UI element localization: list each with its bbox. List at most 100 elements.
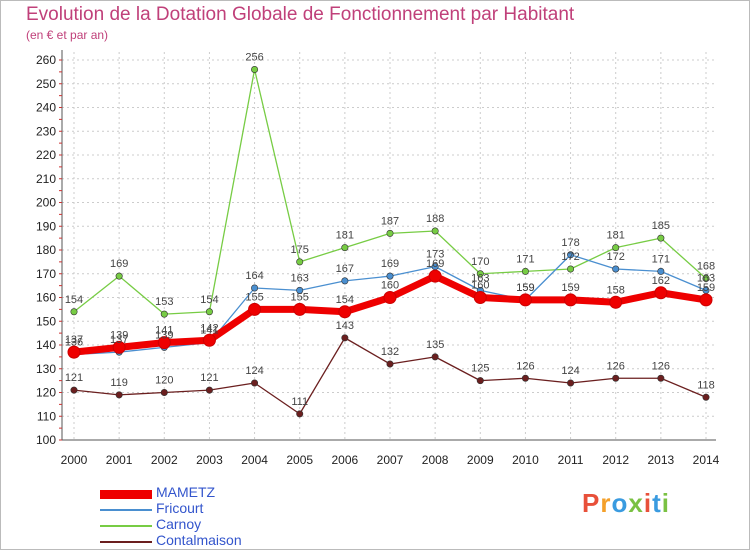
data-label-contalmaison: 121 — [65, 372, 83, 384]
legend-swatch — [100, 541, 152, 543]
y-tick-label: 260 — [36, 53, 56, 67]
legend-label: Contalmaison — [156, 532, 242, 548]
chart-title: Evolution de la Dotation Globale de Fonc… — [26, 4, 575, 25]
data-label-fricourt: 163 — [291, 272, 309, 284]
data-point-contalmaison — [251, 379, 259, 387]
data-label-carnoy: 181 — [607, 230, 625, 242]
x-tick-label: 2007 — [377, 453, 404, 467]
data-label-contalmaison: 111 — [291, 396, 308, 408]
data-point-mametz — [518, 293, 532, 307]
data-label-carnoy: 181 — [336, 230, 354, 242]
logo-letter: x — [628, 488, 644, 518]
data-label-fricourt: 164 — [245, 270, 263, 282]
data-label-contalmaison: 126 — [652, 360, 670, 372]
y-tick-label: 130 — [36, 362, 56, 376]
y-tick-label: 220 — [36, 148, 56, 162]
data-label-mametz: 158 — [607, 284, 625, 296]
data-label-mametz: 137 — [65, 334, 83, 346]
data-point-fricourt — [251, 284, 259, 292]
data-label-carnoy: 172 — [561, 251, 579, 263]
data-label-contalmaison: 143 — [336, 320, 354, 332]
y-tick-label: 170 — [36, 267, 56, 281]
data-point-fricourt — [296, 286, 304, 294]
legend-label: Carnoy — [156, 516, 202, 532]
data-point-contalmaison — [341, 334, 349, 342]
data-label-mametz: 160 — [471, 280, 489, 292]
data-label-contalmaison: 132 — [381, 346, 399, 358]
data-point-carnoy — [115, 272, 123, 280]
data-point-carnoy — [612, 244, 620, 252]
data-label-mametz: 154 — [336, 294, 354, 306]
data-label-carnoy: 169 — [110, 258, 128, 270]
logo-letter: o — [611, 488, 629, 518]
data-point-contalmaison — [296, 410, 304, 418]
data-point-carnoy — [296, 258, 304, 266]
x-tick-label: 2006 — [332, 453, 359, 467]
data-label-fricourt: 159 — [516, 282, 534, 294]
data-point-mametz — [293, 302, 307, 316]
y-tick-label: 180 — [36, 243, 56, 257]
data-point-fricourt — [612, 265, 620, 273]
data-label-contalmaison: 119 — [110, 377, 128, 389]
data-point-carnoy — [431, 227, 439, 235]
data-label-contalmaison: 125 — [471, 363, 489, 375]
y-tick-label: 190 — [36, 219, 56, 233]
data-label-fricourt: 173 — [426, 249, 444, 261]
axes: 100 110 120 130 140 150 160 170 180 190 200 210 220 2… — [36, 50, 720, 467]
logo-letter: t — [652, 488, 662, 518]
logo-letter: i — [643, 488, 653, 518]
logo-letter: r — [600, 488, 612, 518]
data-point-mametz — [248, 302, 262, 316]
data-label-mametz: 159 — [561, 282, 579, 294]
x-tick-label: 2008 — [422, 453, 449, 467]
data-label-contalmaison: 121 — [200, 372, 218, 384]
y-tick-label: 140 — [36, 338, 56, 352]
data-label-fricourt: 137 — [110, 334, 128, 346]
data-label-fricourt: 169 — [381, 258, 399, 270]
data-point-carnoy — [205, 308, 213, 316]
data-label-mametz: 162 — [652, 275, 670, 287]
x-tick-label: 2000 — [61, 453, 88, 467]
data-point-fricourt — [657, 267, 665, 275]
legend-swatch — [100, 525, 152, 527]
data-point-contalmaison — [612, 374, 620, 382]
data-label-mametz: 141 — [155, 325, 173, 337]
x-tick-label: 2003 — [196, 453, 223, 467]
data-label-carnoy: 170 — [471, 256, 489, 268]
data-label-carnoy: 185 — [652, 220, 670, 232]
data-point-contalmaison — [70, 386, 78, 394]
data-label-carnoy: 154 — [200, 294, 218, 306]
data-point-contalmaison — [205, 386, 213, 394]
data-label-mametz: 155 — [245, 291, 263, 303]
data-label-carnoy: 153 — [155, 296, 173, 308]
data-point-mametz — [202, 333, 216, 347]
y-tick-label: 240 — [36, 101, 56, 115]
data-point-contalmaison — [521, 374, 529, 382]
data-point-carnoy — [251, 66, 259, 74]
data-label-fricourt: 163 — [697, 272, 715, 284]
data-label-fricourt: 163 — [471, 272, 489, 284]
data-point-contalmaison — [657, 374, 665, 382]
data-point-contalmaison — [431, 353, 439, 361]
logo-letter: i — [661, 488, 670, 518]
data-point-mametz — [112, 340, 126, 354]
data-point-carnoy — [567, 265, 575, 273]
data-label-fricourt: 167 — [336, 263, 354, 275]
x-tick-label: 2002 — [151, 453, 178, 467]
data-label-carnoy: 171 — [516, 253, 534, 265]
data-point-mametz — [428, 269, 442, 283]
data-point-mametz — [654, 286, 668, 300]
data-point-contalmaison — [115, 391, 123, 399]
data-point-mametz — [564, 293, 578, 307]
proxiti-logo: Proxiti — [582, 488, 670, 519]
x-tick-label: 2012 — [602, 453, 629, 467]
y-tick-label: 200 — [36, 196, 56, 210]
data-point-carnoy — [70, 308, 78, 316]
data-point-mametz — [473, 291, 487, 304]
data-point-mametz — [157, 336, 171, 350]
data-point-fricourt — [341, 277, 349, 285]
x-tick-label: 2010 — [512, 453, 539, 467]
data-label-fricourt: 171 — [652, 253, 670, 265]
data-point-mametz — [383, 291, 397, 304]
